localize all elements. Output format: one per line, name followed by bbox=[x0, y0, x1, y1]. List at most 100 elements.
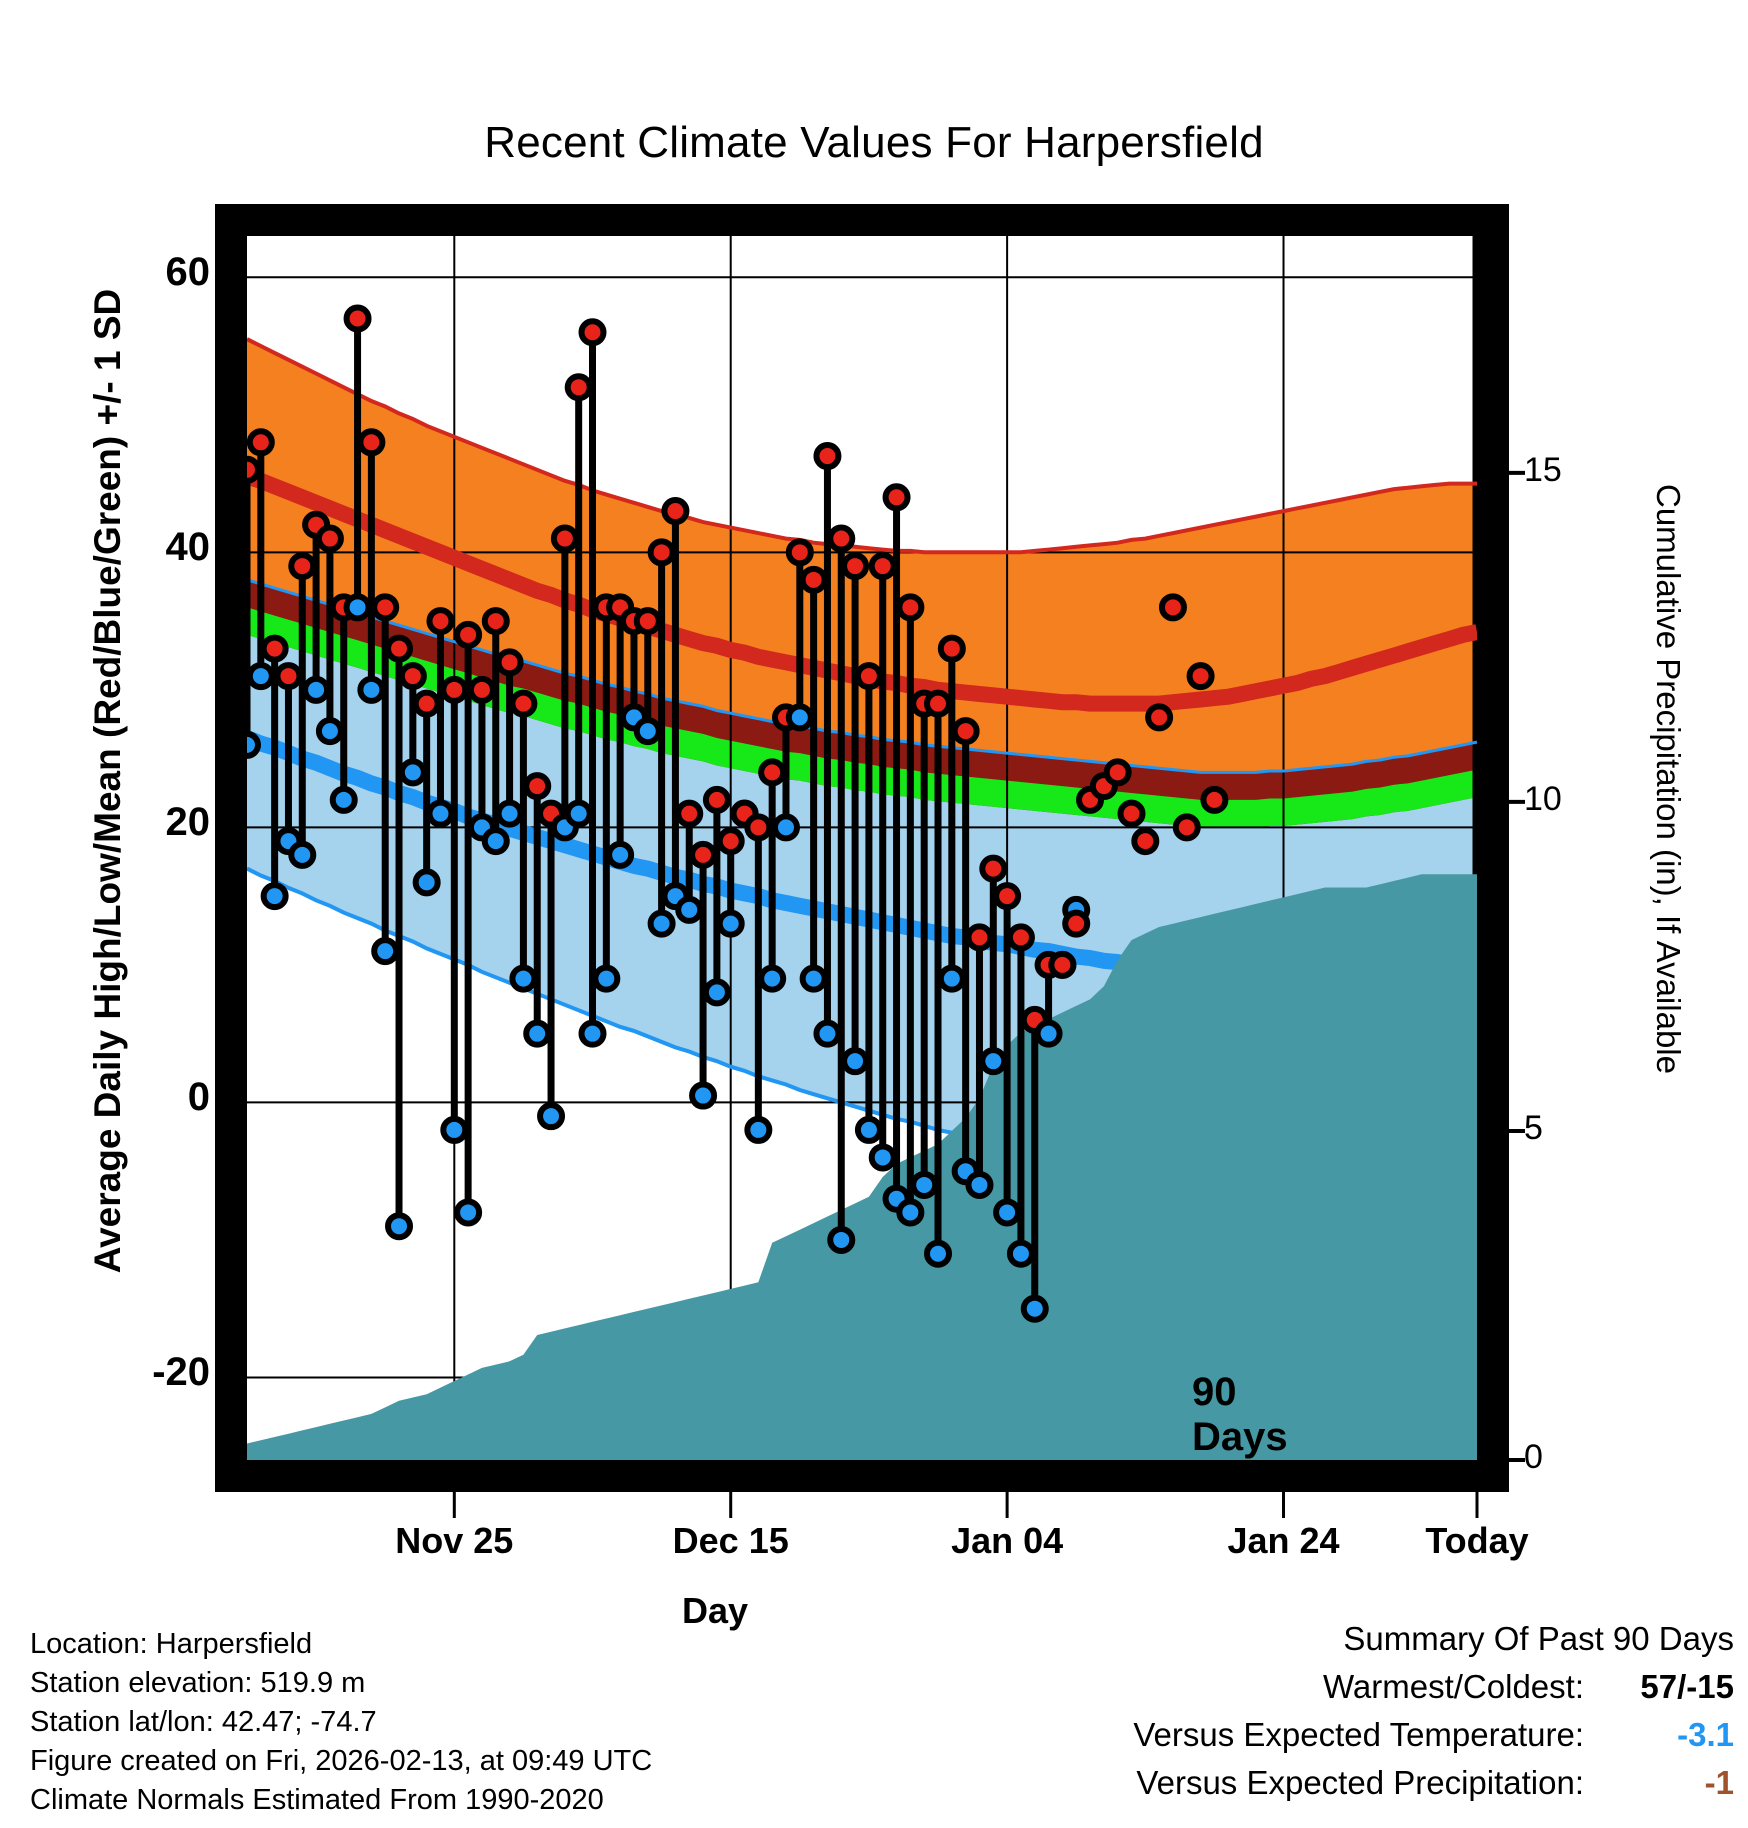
low-marker bbox=[744, 1115, 773, 1144]
high-marker bbox=[689, 840, 718, 869]
high-marker bbox=[288, 552, 317, 581]
high-marker bbox=[1062, 909, 1091, 938]
y-axis-tick: -20 bbox=[152, 1350, 210, 1395]
low-marker bbox=[979, 1047, 1008, 1076]
high-marker bbox=[827, 524, 856, 553]
high-marker bbox=[633, 607, 662, 636]
high-marker bbox=[716, 827, 745, 856]
y-axis-tick: 60 bbox=[165, 250, 211, 295]
low-marker bbox=[799, 964, 828, 993]
low-marker bbox=[937, 964, 966, 993]
high-marker bbox=[274, 662, 303, 691]
high-marker bbox=[785, 538, 814, 567]
low-marker bbox=[841, 1047, 870, 1076]
mean-sd-edge bbox=[247, 578, 1477, 774]
footer-line: Station elevation: 519.9 m bbox=[30, 1667, 366, 1699]
x-axis-tick: Jan 24 bbox=[1227, 1520, 1340, 1561]
low-marker bbox=[1034, 1019, 1063, 1048]
high-marker bbox=[550, 524, 579, 553]
low-marker bbox=[606, 840, 635, 869]
high-marker bbox=[799, 565, 828, 594]
high-marker bbox=[1158, 593, 1187, 622]
high-sd-edge bbox=[247, 337, 1477, 555]
low-marker bbox=[896, 1198, 925, 1227]
high-marker bbox=[343, 304, 372, 333]
high-marker bbox=[675, 799, 704, 828]
high-marker bbox=[1131, 827, 1160, 856]
low-marker bbox=[398, 758, 427, 787]
high-marker bbox=[578, 318, 607, 347]
low-marker bbox=[827, 1225, 856, 1254]
low-marker bbox=[495, 799, 524, 828]
high-marker bbox=[495, 648, 524, 677]
summary-row: Warmest/Coldest: 57/-15 bbox=[1323, 1668, 1734, 1706]
low-marker bbox=[523, 1019, 552, 1048]
low-marker bbox=[578, 1019, 607, 1048]
high-marker bbox=[924, 689, 953, 718]
low-marker bbox=[357, 675, 386, 704]
footer-line: Figure created on Fri, 2026-02-13, at 09… bbox=[30, 1745, 653, 1777]
high-marker bbox=[758, 758, 787, 787]
x-axis-tick: Today bbox=[1425, 1520, 1529, 1561]
low-marker bbox=[440, 1115, 469, 1144]
low-marker bbox=[910, 1170, 939, 1199]
high-marker bbox=[385, 634, 414, 663]
high-marker bbox=[247, 428, 275, 457]
low-marker bbox=[924, 1239, 953, 1268]
low-marker bbox=[564, 799, 593, 828]
low-marker bbox=[702, 978, 731, 1007]
low-marker bbox=[1020, 1294, 1049, 1323]
high-marker bbox=[523, 772, 552, 801]
low-marker bbox=[689, 1081, 718, 1110]
y-axis-tick: 40 bbox=[165, 525, 211, 570]
annotation-line-2: Days bbox=[1192, 1415, 1288, 1459]
summary-row-value: -1 bbox=[1704, 1764, 1734, 1801]
y-axis-tick: 20 bbox=[165, 800, 211, 845]
high-marker bbox=[481, 607, 510, 636]
high-marker bbox=[1103, 758, 1132, 787]
summary-row-value: 57/-15 bbox=[1640, 1668, 1734, 1705]
x-axis-label: Day bbox=[681, 1590, 749, 1631]
low-marker bbox=[509, 964, 538, 993]
low-marker bbox=[633, 717, 662, 746]
high-marker bbox=[454, 620, 483, 649]
low-marker bbox=[868, 1143, 897, 1172]
y-axis-tick: 0 bbox=[187, 1075, 210, 1120]
high-marker bbox=[371, 593, 400, 622]
summary-row-label: Warmest/Coldest: bbox=[1322, 1668, 1584, 1705]
low-marker bbox=[592, 964, 621, 993]
low-marker bbox=[785, 703, 814, 732]
low-marker bbox=[315, 717, 344, 746]
y2-axis-tick: 5 bbox=[1524, 1108, 1543, 1147]
high-marker bbox=[868, 552, 897, 581]
low-marker bbox=[371, 937, 400, 966]
high-marker bbox=[357, 428, 386, 457]
high-marker bbox=[647, 538, 676, 567]
low-marker bbox=[813, 1019, 842, 1048]
summary-row: Versus Expected Temperature: -3.1 bbox=[1133, 1716, 1734, 1754]
low-marker bbox=[647, 909, 676, 938]
high-marker bbox=[882, 483, 911, 512]
high-marker bbox=[1200, 785, 1229, 814]
y2-axis-tick: 15 bbox=[1524, 450, 1562, 489]
x-axis-tick: Dec 15 bbox=[672, 1520, 789, 1561]
high-marker bbox=[1186, 662, 1215, 691]
x-axis-tick: Jan 04 bbox=[951, 1520, 1064, 1561]
low-marker bbox=[481, 827, 510, 856]
precipitation-area bbox=[247, 874, 1477, 1460]
high-marker bbox=[1006, 923, 1035, 952]
low-marker bbox=[426, 799, 455, 828]
high-marker bbox=[965, 923, 994, 952]
footer-line: Station lat/lon: 42.47; -74.7 bbox=[30, 1706, 377, 1738]
high-marker bbox=[426, 607, 455, 636]
high-marker bbox=[744, 813, 773, 842]
low-marker bbox=[247, 662, 275, 691]
low-marker bbox=[758, 964, 787, 993]
low-marker bbox=[537, 1102, 566, 1131]
high-marker bbox=[467, 675, 496, 704]
band-mean-green bbox=[247, 607, 1477, 828]
plot-frame bbox=[215, 204, 1509, 1492]
x-axis-tick: Nov 25 bbox=[395, 1520, 514, 1561]
low-marker bbox=[454, 1198, 483, 1227]
